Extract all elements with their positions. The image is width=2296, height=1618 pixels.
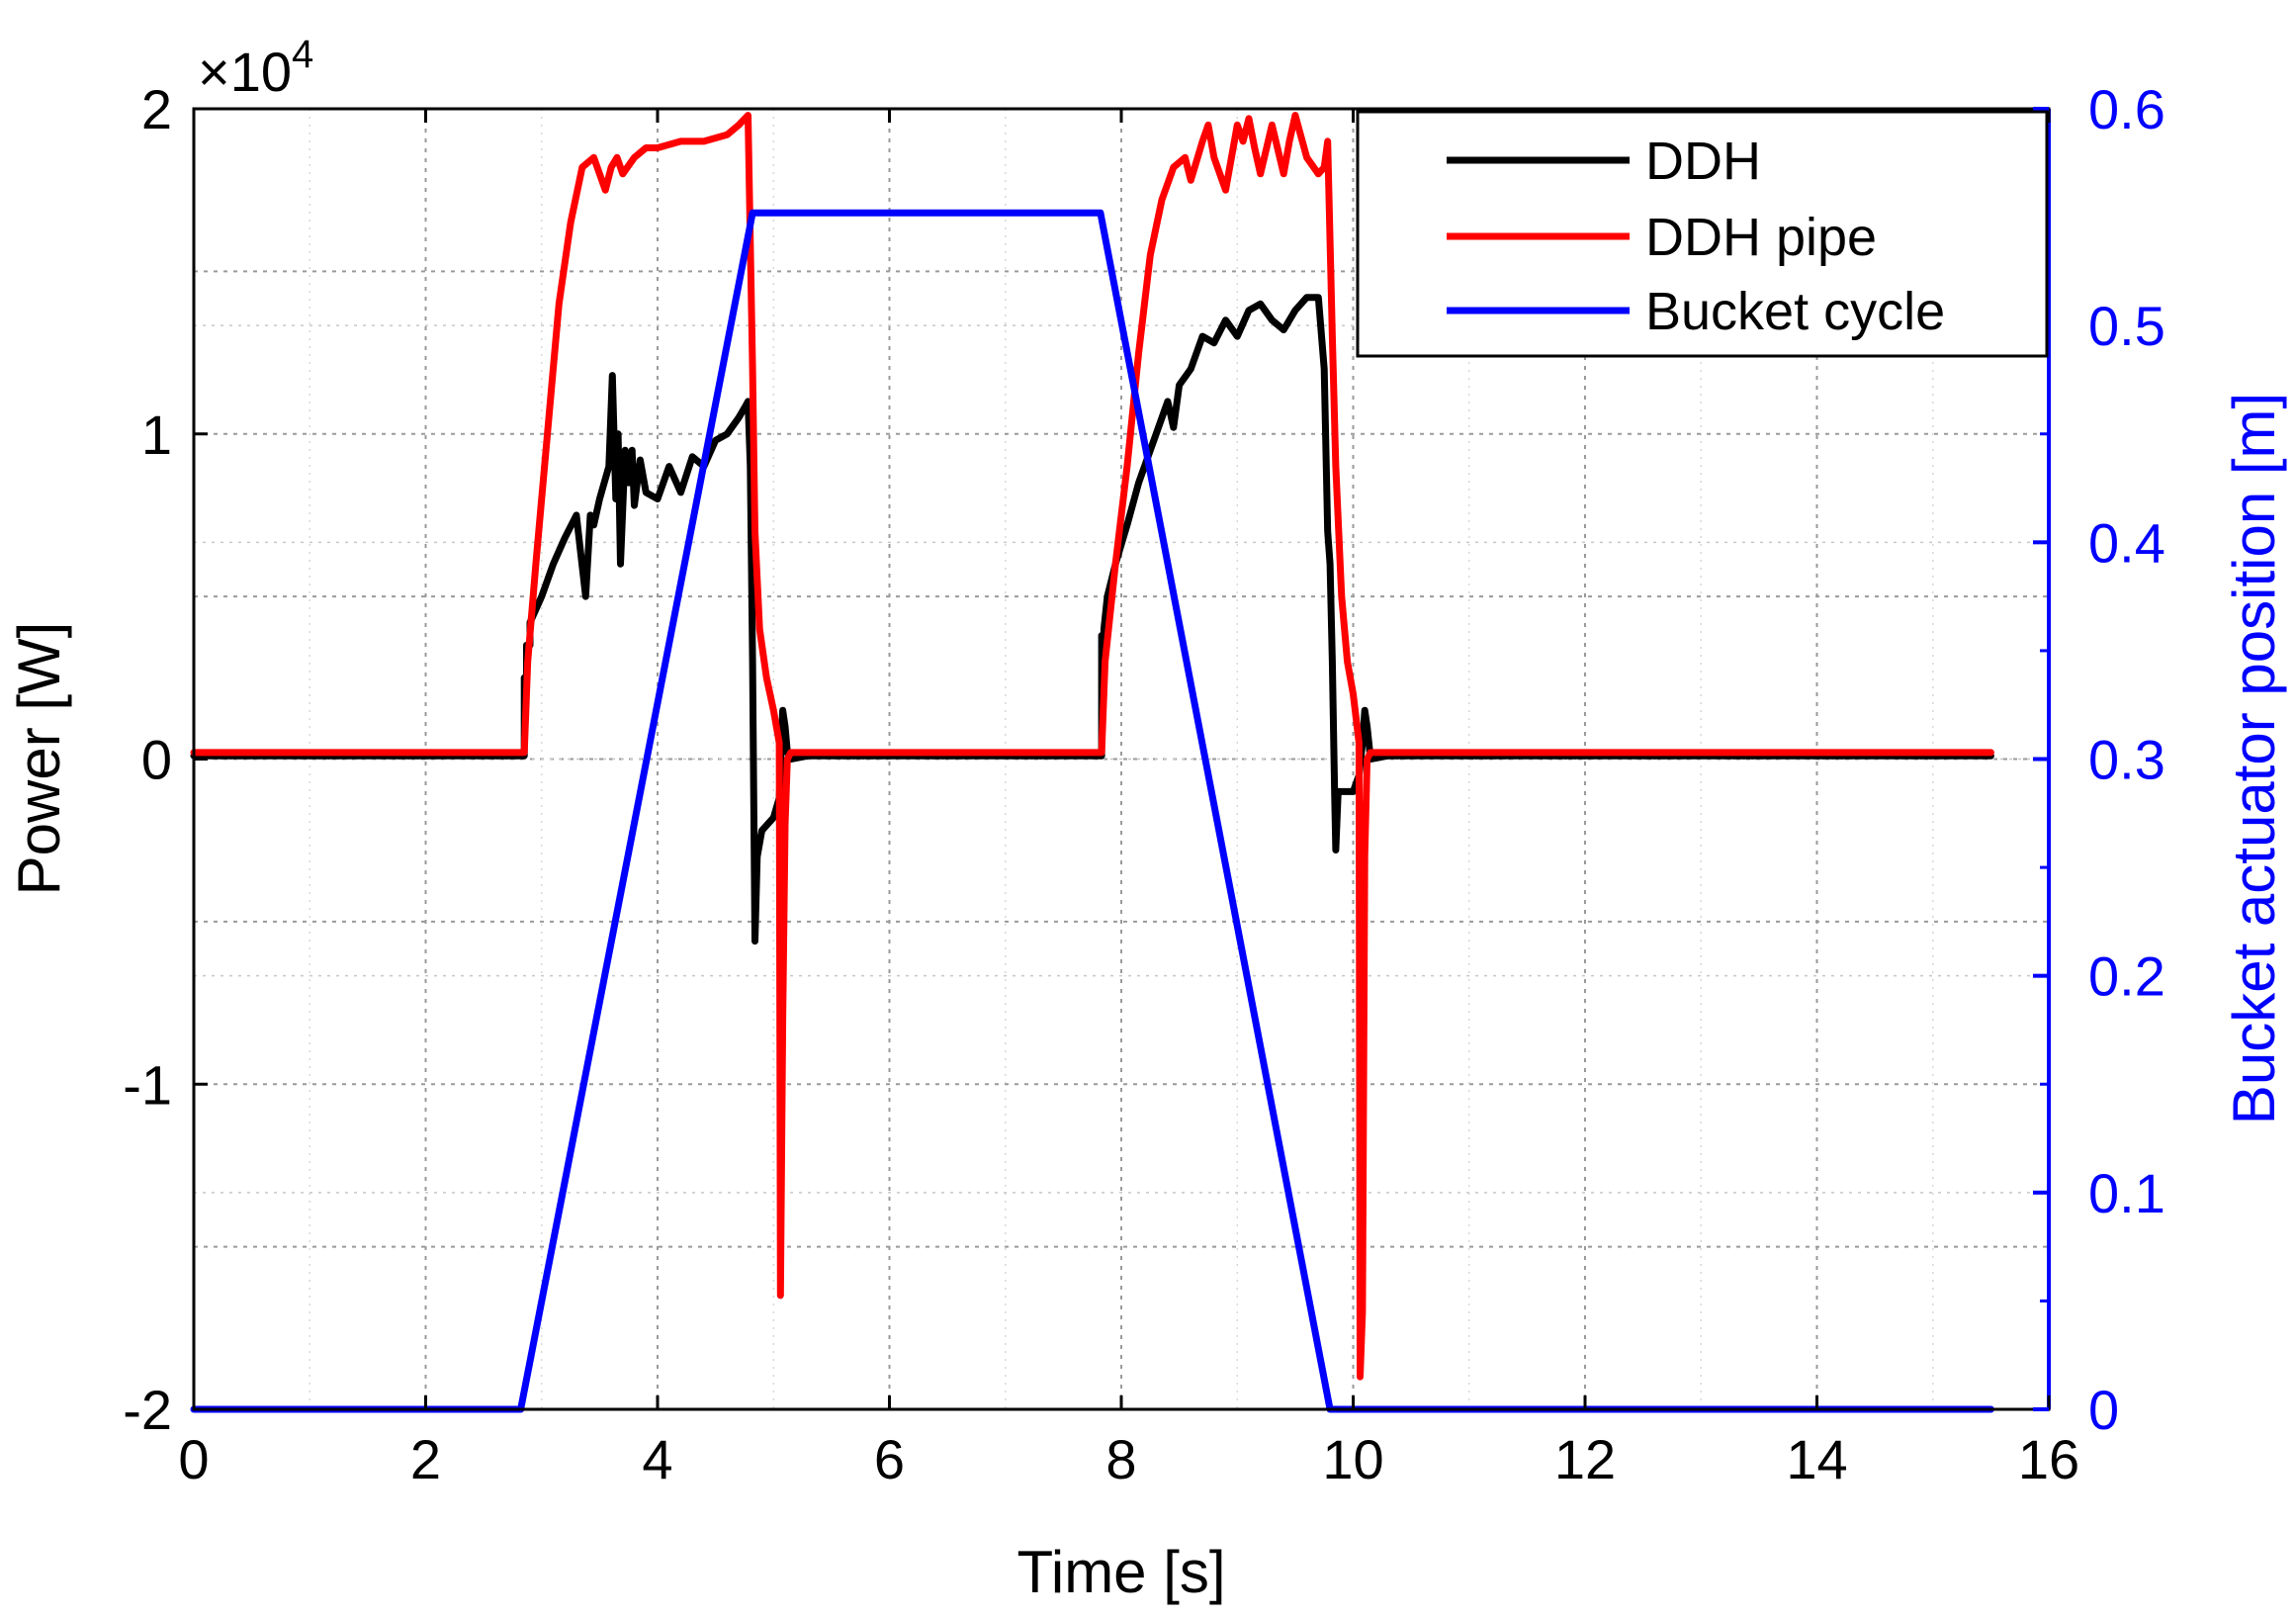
legend-label-bucket-cycle: Bucket cycle [1645,282,1945,341]
y-tick-label-right: 0.3 [2088,729,2165,791]
x-tick-label: 2 [410,1428,441,1490]
x-tick-label: 12 [1554,1428,1616,1490]
y-tick-label-left: 0 [141,729,172,791]
x-tick-label: 8 [1105,1428,1136,1490]
y-multiplier-exp: 4 [292,33,313,76]
y-tick-label-left: 2 [141,78,172,140]
x-tick-label: 6 [874,1428,905,1490]
x-tick-label: 0 [178,1428,209,1490]
legend: DDH DDH pipe Bucket cycle [1356,110,2049,358]
series-line-ddh-pipe [190,112,1994,1381]
y-multiplier: ×104 [198,33,313,103]
y-tick-label-right: 0.6 [2088,78,2165,140]
x-tick-label: 16 [2018,1428,2079,1490]
y-multiplier-base: ×10 [198,41,292,103]
y-axis-label-right: Bucket actuator position [m] [2221,393,2287,1124]
y-axis-label-left: Power [W] [6,622,72,896]
legend-label-ddh-pipe: DDH pipe [1645,208,1877,267]
x-tick-label: 14 [1786,1428,1847,1490]
x-tick-label: 10 [1322,1428,1383,1490]
y-tick-label-right: 0 [2088,1379,2119,1441]
x-tick-label: 4 [642,1428,672,1490]
y-tick-label-right: 0.1 [2088,1162,2165,1224]
series-line-ddh [190,294,1994,945]
y-tick-label-right: 0.2 [2088,945,2165,1008]
y-tick-label-left: -2 [123,1379,172,1441]
y-tick-label-right: 0.4 [2088,511,2165,574]
legend-label-ddh: DDH [1645,132,1761,191]
y-tick-label-left: -1 [123,1053,172,1116]
y-tick-label-right: 0.5 [2088,295,2165,357]
y-tick-label-left: 1 [141,404,172,466]
x-axis-label: Time [s] [1016,1539,1225,1605]
